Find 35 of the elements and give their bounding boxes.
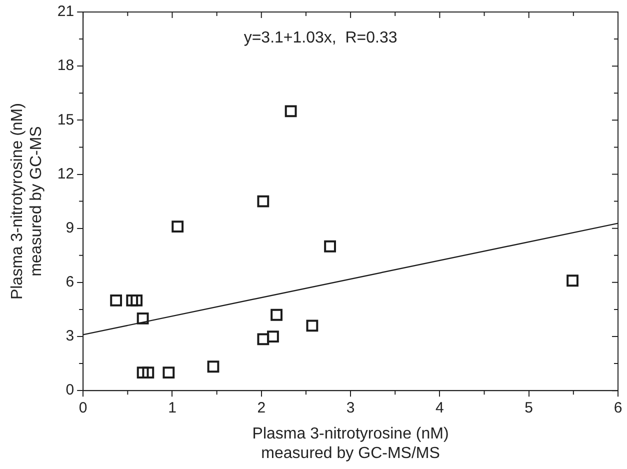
x-tick-label: 4 xyxy=(436,400,444,417)
point xyxy=(130,294,143,306)
point xyxy=(162,366,175,379)
point xyxy=(257,333,270,346)
point xyxy=(267,330,279,342)
y-tick-label: 6 xyxy=(66,274,74,291)
point xyxy=(126,294,138,306)
y-tick-label: 18 xyxy=(57,57,74,74)
x-tick-label: 0 xyxy=(78,400,88,417)
point xyxy=(306,320,318,332)
x-tick-label: 5 xyxy=(524,400,534,417)
x-tick-label: 1 xyxy=(168,400,176,417)
point xyxy=(136,366,149,379)
y-tick-label: 3 xyxy=(66,328,74,345)
y-tick-label: 0 xyxy=(66,382,74,399)
x-tick-label: 2 xyxy=(257,400,266,417)
y-tick-label: 9 xyxy=(66,219,74,236)
point xyxy=(257,195,270,208)
point xyxy=(284,105,297,118)
point xyxy=(110,294,122,306)
point xyxy=(566,274,578,287)
y-tick-label: 12 xyxy=(57,165,74,182)
point xyxy=(172,220,184,232)
point xyxy=(324,240,336,252)
point xyxy=(270,308,282,321)
point xyxy=(142,366,154,379)
point xyxy=(207,360,220,373)
y-tick-label: 21 xyxy=(57,3,74,20)
x-tick-label: 6 xyxy=(614,400,622,417)
annotation: y=3.1+1.03x, R=0.33 xyxy=(244,29,398,46)
x-tick-label: 3 xyxy=(346,400,355,417)
y-axis-title: Plasma 3-nitrotyrosine (nM) measured by GC-MS xyxy=(9,103,46,300)
y-tick-label: 15 xyxy=(57,111,74,128)
x-axis-title: Plasma 3-nitrotyrosine (nM) measured by GC-MS/MS xyxy=(252,426,449,462)
point xyxy=(136,312,149,324)
